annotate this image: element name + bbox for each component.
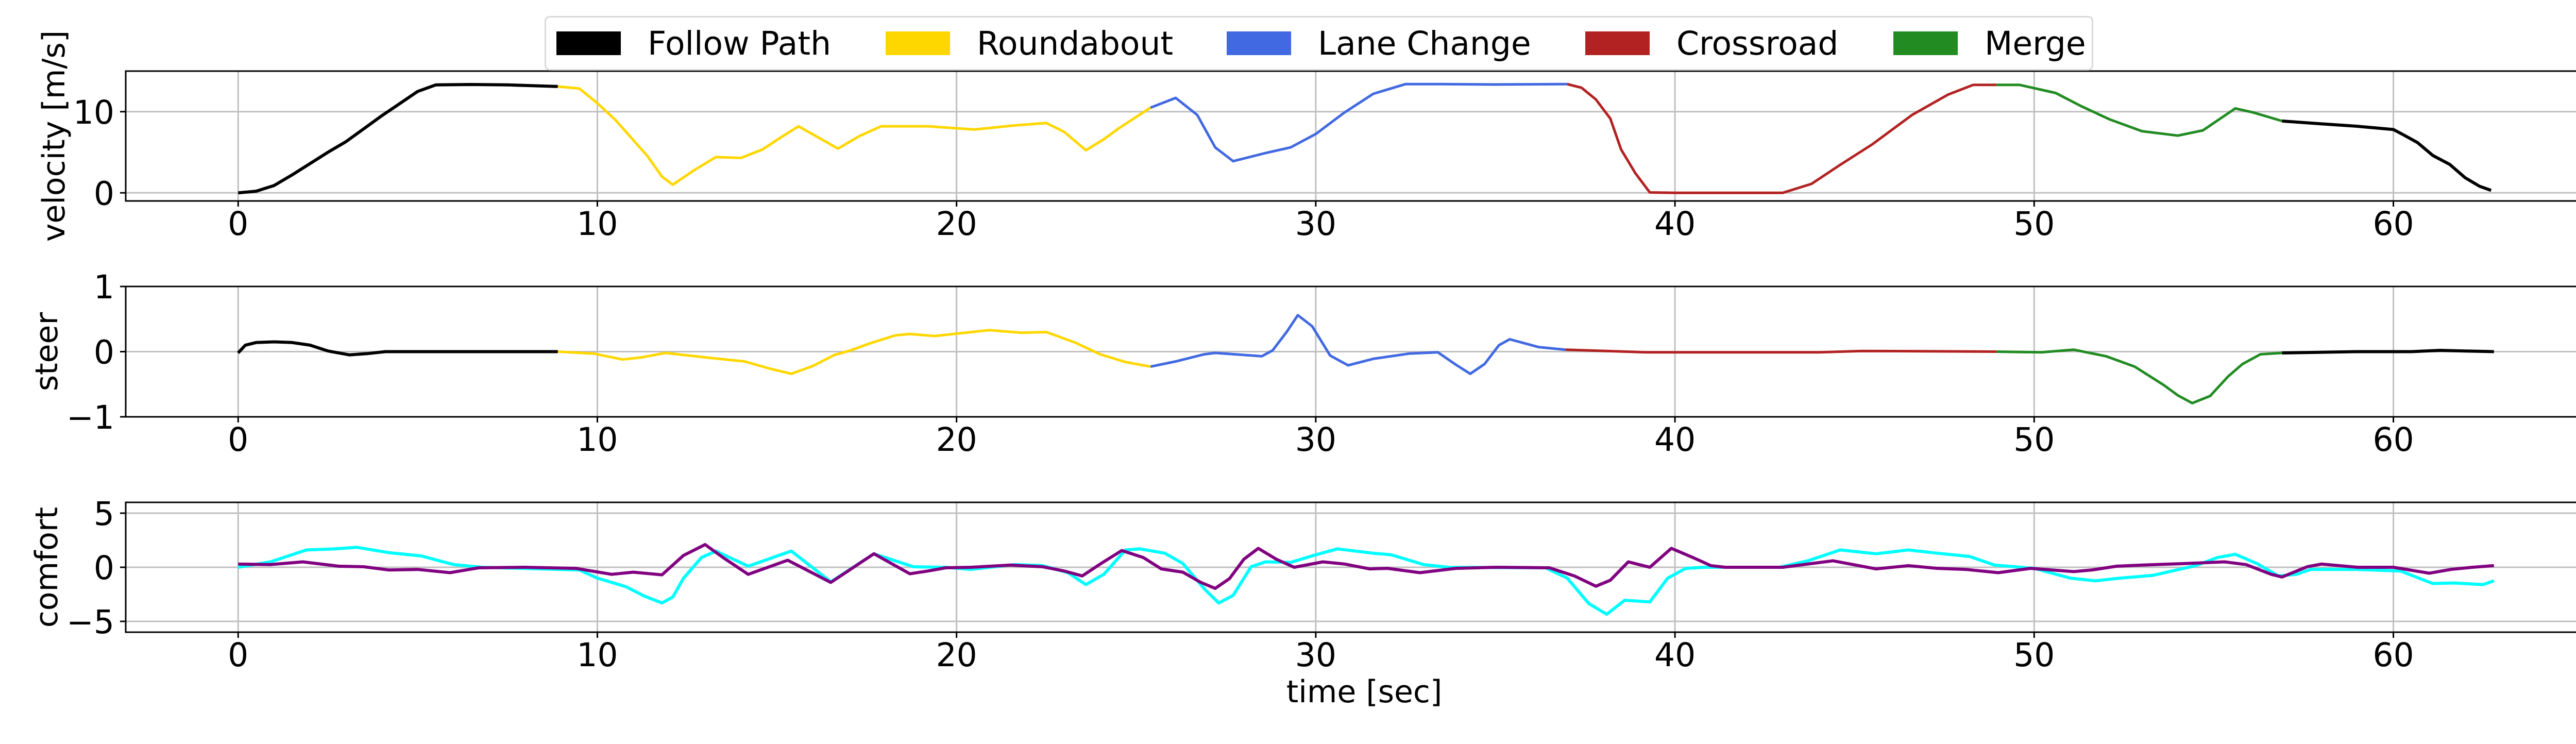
x-tick-label: 0 [228, 636, 248, 674]
x-tick-label: 40 [1654, 636, 1696, 674]
series-line-lane-change [1150, 314, 1566, 375]
steer-panel: 0 10 20 30 40 50 60 −1 0 1 steer [29, 268, 2576, 459]
series-line-merge [1996, 83, 2283, 137]
y-ticks: −1 0 1 [66, 268, 126, 436]
series-line-crossroad [1565, 348, 1997, 354]
x-tick-label: 10 [577, 636, 618, 674]
series-line-comfort-purple- [238, 543, 2494, 590]
axes-frame [125, 70, 2576, 202]
x-ticks: 0 10 20 30 40 50 60 [228, 201, 2414, 243]
x-ticks: 0 10 20 30 40 50 60 [228, 632, 2414, 674]
y-tick-label: 1 [94, 268, 114, 306]
series-line-crossroad [1567, 82, 1997, 194]
legend-item-lane-change: Lane Change [1227, 18, 1531, 69]
follow-path-swatch-icon [556, 31, 621, 55]
y-axis-label: steer [29, 312, 65, 392]
series-line-follow-path [237, 340, 558, 357]
lane-change-swatch-icon [1227, 31, 1291, 55]
series-line-lane-change [1150, 82, 1567, 163]
x-tick-label: 40 [1654, 421, 1696, 459]
series-line-comfort-cyan- [238, 546, 2495, 616]
x-tick-label: 40 [1654, 205, 1696, 243]
y-tick-label: −5 [66, 603, 114, 641]
legend: Follow Path Roundabout Lane Change Cross… [545, 16, 2093, 71]
x-tick-label: 60 [2372, 421, 2414, 459]
legend-label: Merge [1985, 24, 2086, 62]
y-tick-label: 0 [94, 334, 114, 371]
x-axis-label: time [sec] [1286, 674, 1443, 710]
legend-item-crossroad: Crossroad [1585, 18, 1838, 69]
series-line-follow-path [2282, 349, 2494, 354]
merge-swatch-icon [1893, 31, 1958, 55]
x-tick-label: 30 [1295, 205, 1336, 243]
comfort-panel: 0 10 20 30 40 50 60 −5 0 5 comfort [29, 495, 2576, 674]
crossroad-swatch-icon [1585, 31, 1650, 55]
x-tick-label: 0 [228, 205, 248, 243]
legend-label: Lane Change [1318, 24, 1531, 62]
legend-label: Roundabout [977, 24, 1174, 62]
x-tick-label: 60 [2372, 205, 2414, 243]
x-tick-label: 10 [577, 421, 618, 459]
x-tick-label: 50 [2013, 636, 2055, 674]
series-group [238, 82, 2492, 195]
x-tick-label: 20 [936, 636, 977, 674]
x-tick-label: 20 [936, 205, 977, 243]
x-tick-label: 0 [228, 421, 248, 459]
y-tick-label: 5 [94, 495, 114, 533]
series-line-merge [1996, 348, 2282, 404]
series-group [237, 314, 2494, 404]
legend-item-roundabout: Roundabout [886, 18, 1173, 69]
roundabout-swatch-icon [886, 31, 950, 55]
y-axis-label: velocity [m/s] [36, 30, 72, 242]
x-tick-label: 20 [936, 421, 977, 459]
series-line-roundabout [557, 329, 1151, 375]
x-tick-label: 50 [2013, 205, 2055, 243]
series-group [238, 543, 2495, 616]
y-ticks: 0 10 [73, 94, 126, 212]
series-line-follow-path [238, 83, 558, 195]
series-line-follow-path [2282, 119, 2492, 192]
y-tick-label: −1 [66, 399, 114, 436]
x-tick-label: 10 [577, 205, 618, 243]
grid [126, 71, 2576, 201]
x-tick-label: 60 [2372, 636, 2414, 674]
y-tick-label: 0 [94, 549, 114, 587]
x-tick-label: 50 [2013, 421, 2055, 459]
y-ticks: −5 0 5 [66, 495, 126, 641]
legend-label: Crossroad [1676, 24, 1839, 62]
x-ticks: 0 10 20 30 40 50 60 [228, 417, 2414, 459]
x-tick-label: 30 [1295, 421, 1336, 459]
x-tick-label: 30 [1295, 636, 1336, 674]
legend-item-follow-path: Follow Path [556, 18, 831, 69]
y-axis-label: comfort [29, 507, 65, 628]
y-tick-label: 0 [94, 175, 114, 212]
y-tick-label: 10 [73, 94, 114, 131]
legend-label: Follow Path [648, 24, 832, 62]
legend-item-merge: Merge [1893, 18, 2086, 69]
series-line-roundabout [557, 85, 1151, 186]
